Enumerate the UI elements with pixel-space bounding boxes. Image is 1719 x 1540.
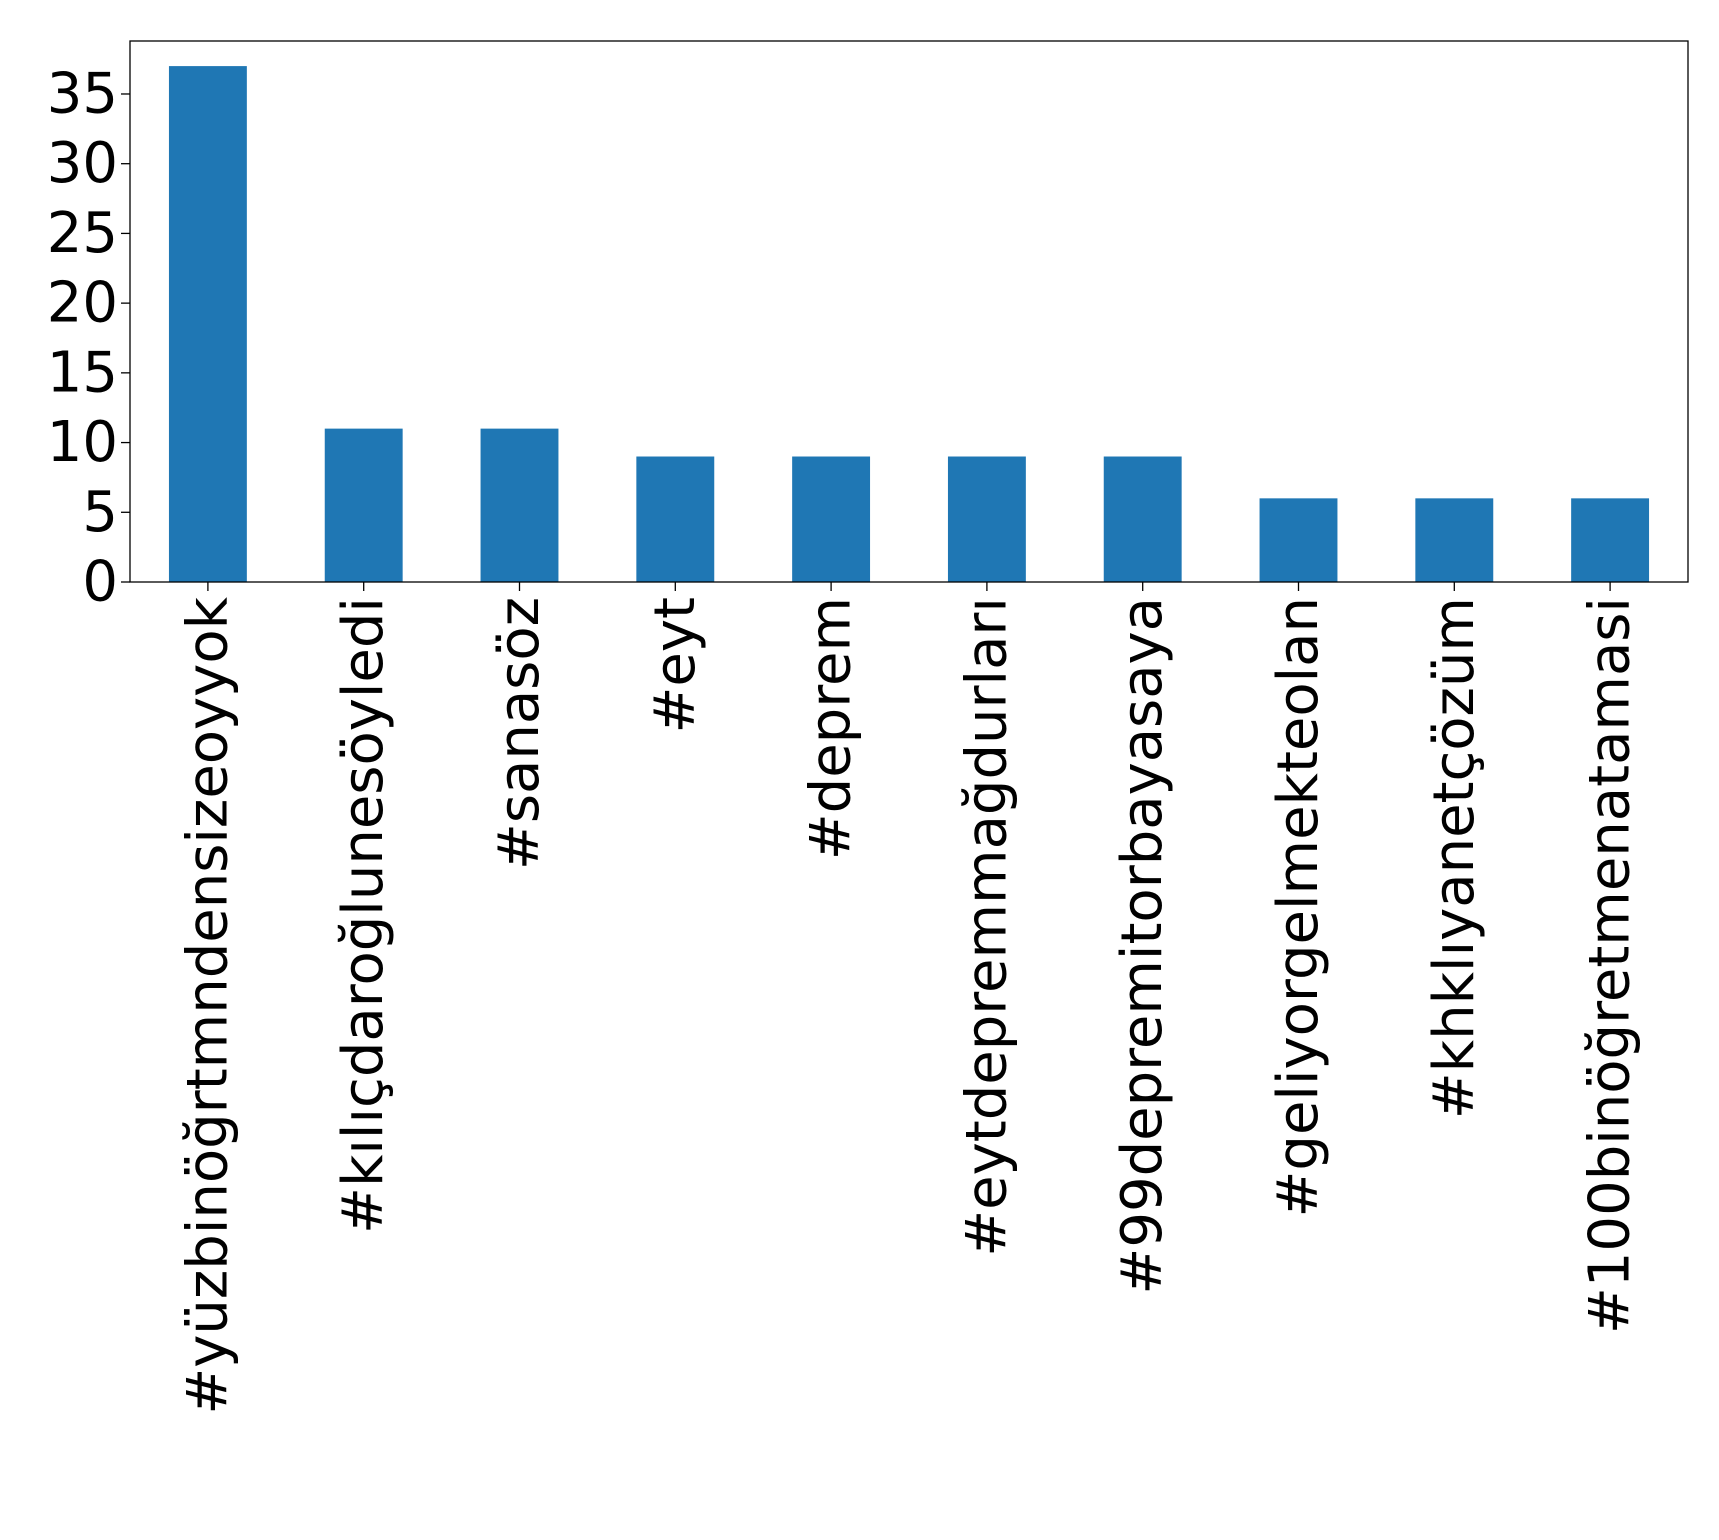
bar <box>792 456 871 582</box>
y-tick-label: 10 <box>47 410 118 475</box>
x-tick-label: #sanasöz <box>487 597 552 870</box>
bar <box>1415 498 1494 582</box>
x-tick-label: #100binöğretmenatamasi <box>1578 597 1643 1334</box>
y-tick-label: 15 <box>47 340 118 405</box>
bar <box>324 428 403 582</box>
bar <box>480 428 559 582</box>
bar <box>1103 456 1182 582</box>
bar <box>947 456 1026 582</box>
bar <box>1571 498 1650 582</box>
plot-frame <box>129 40 1689 583</box>
x-tick-label: #yüzbinöğrtmndensizeoyyok <box>175 596 240 1414</box>
x-tick-label: #geliyorgelmekteolan <box>1266 597 1331 1218</box>
bar <box>636 456 715 582</box>
y-tick-label: 20 <box>47 271 118 336</box>
x-tick-label: #eytdepremmağdurları <box>954 597 1019 1257</box>
y-tick-label: 0 <box>82 550 118 615</box>
x-tick-label: #kılıçdaroğlunesöyledi <box>331 597 396 1234</box>
x-tick-label: #eyt <box>643 597 708 733</box>
x-tick-label: #deprem <box>799 597 864 860</box>
y-tick-label: 35 <box>47 61 118 126</box>
bars-layer <box>168 66 1650 582</box>
x-axis: #yüzbinöğrtmndensizeoyyok #kılıçdaroğlune… <box>175 582 1643 1415</box>
bar <box>168 66 247 582</box>
y-tick-label: 5 <box>82 480 118 545</box>
x-tick-label: #khklıyanetçözüm <box>1422 597 1487 1119</box>
y-tick-label: 25 <box>47 201 118 266</box>
x-tick-label: #99depremitorbayasaya <box>1110 597 1175 1295</box>
y-tick-label: 30 <box>47 131 118 196</box>
bar <box>1259 498 1338 582</box>
